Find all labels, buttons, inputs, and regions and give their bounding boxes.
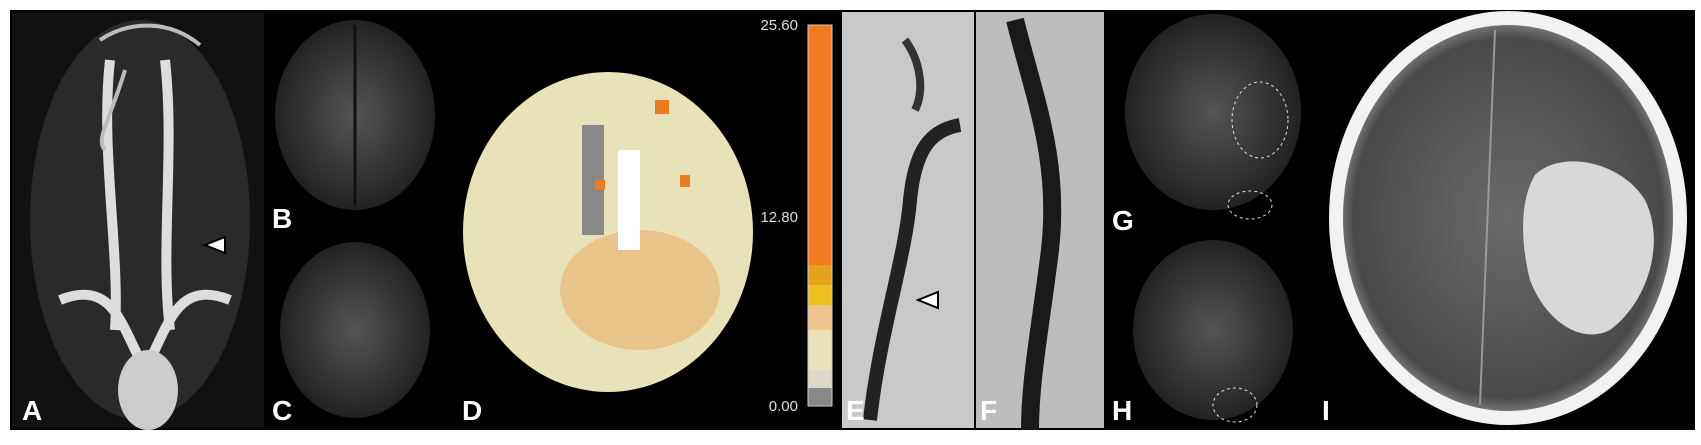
- panel-c: C: [272, 242, 430, 426]
- vessel: [863, 118, 962, 421]
- ventricle: [618, 150, 640, 250]
- colorbar-segment: [808, 370, 832, 388]
- hotspot: [680, 175, 690, 187]
- colorbar-segment: [808, 25, 832, 265]
- panel-label: H: [1112, 395, 1132, 426]
- panel-a: A: [12, 12, 264, 430]
- panel-g: G: [1112, 14, 1301, 236]
- colorbar-segment: [808, 285, 832, 305]
- panel-label: A: [22, 395, 42, 426]
- neck-silhouette: [30, 20, 250, 420]
- panel-b: B: [272, 20, 435, 234]
- lesion-circle: [1227, 190, 1273, 220]
- arrowhead: [202, 235, 226, 255]
- brain-slice: [1133, 240, 1293, 420]
- panel-label: C: [272, 395, 292, 426]
- lesion-circle: [1212, 387, 1258, 423]
- colorbar-segment: [808, 388, 832, 406]
- colorbar-tick-label: 12.80: [760, 209, 798, 226]
- panel-label: F: [980, 395, 997, 426]
- lesion-circle: [1231, 81, 1289, 159]
- colorbar-segment: [808, 305, 832, 330]
- vessels: [58, 59, 232, 363]
- colorbar-tick-label: 0.00: [769, 398, 798, 415]
- hemorrhage: [1523, 161, 1654, 335]
- arrowhead: [915, 290, 939, 310]
- ventricle: [582, 125, 604, 235]
- panel-label: I: [1322, 395, 1330, 426]
- colorbar-frame: [807, 24, 833, 407]
- panel-label: E: [846, 395, 865, 426]
- colorbar-tick-label: 25.60: [760, 17, 798, 34]
- brain-slice: [280, 242, 430, 418]
- panel-h: H: [1112, 240, 1293, 426]
- perfusion-region: [560, 230, 720, 350]
- panel-i: I: [1322, 11, 1687, 426]
- hotspot: [595, 180, 605, 190]
- vessel: [1006, 17, 1062, 431]
- aortic-arch: [118, 350, 178, 430]
- panel-f: F: [976, 12, 1104, 431]
- colorbar-segment: [808, 330, 832, 370]
- panel-e: E: [842, 12, 974, 428]
- panel-d: 25.60 12.80 0.00 D: [462, 17, 833, 426]
- panel-label: B: [272, 203, 292, 234]
- panel-label: D: [462, 395, 482, 426]
- hotspot: [655, 100, 669, 114]
- vessel: [901, 37, 925, 112]
- brain-slice: [1125, 14, 1301, 210]
- colorbar-segment: [808, 265, 832, 285]
- panel-label: G: [1112, 205, 1134, 236]
- falx: [1479, 29, 1496, 406]
- vessels: [98, 23, 202, 152]
